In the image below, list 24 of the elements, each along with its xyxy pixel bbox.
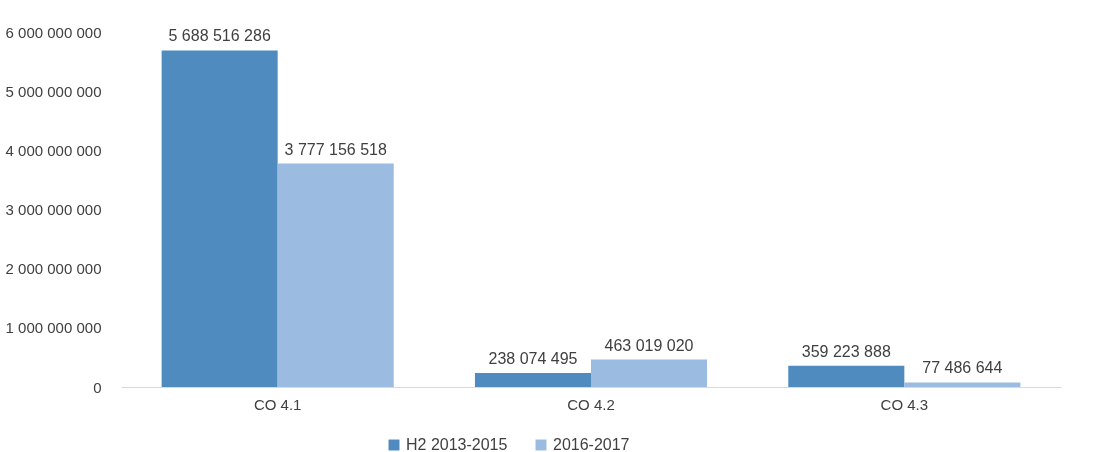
bar bbox=[161, 50, 278, 387]
data-label: 359 223 888 bbox=[801, 342, 891, 360]
y-tick-label: 6 000 000 000 bbox=[5, 23, 102, 41]
x-tick-label: CO 4.3 bbox=[880, 395, 929, 413]
bar bbox=[591, 359, 708, 387]
y-tick-label: 1 000 000 000 bbox=[5, 319, 102, 337]
bar bbox=[277, 163, 394, 387]
x-tick-label: CO 4.2 bbox=[567, 395, 615, 413]
data-label: 238 074 495 bbox=[488, 349, 578, 367]
y-tick-label: 0 bbox=[93, 378, 102, 396]
y-tick-label: 5 000 000 000 bbox=[5, 82, 102, 100]
y-tick-label: 4 000 000 000 bbox=[5, 141, 102, 159]
x-tick-label: CO 4.1 bbox=[253, 395, 302, 413]
data-label: 77 486 644 bbox=[922, 359, 1003, 377]
bar bbox=[788, 365, 905, 387]
y-tick-label: 2 000 000 000 bbox=[5, 260, 102, 278]
legend-label: H2 2013-2015 bbox=[406, 436, 508, 452]
data-label: 3 777 156 518 bbox=[284, 140, 387, 158]
bar bbox=[904, 382, 1021, 387]
data-label: 5 688 516 286 bbox=[168, 27, 271, 45]
legend-label: 2016-2017 bbox=[553, 436, 630, 452]
bar bbox=[474, 372, 591, 387]
data-label: 463 019 020 bbox=[604, 336, 694, 354]
y-tick-label: 3 000 000 000 bbox=[5, 201, 102, 218]
